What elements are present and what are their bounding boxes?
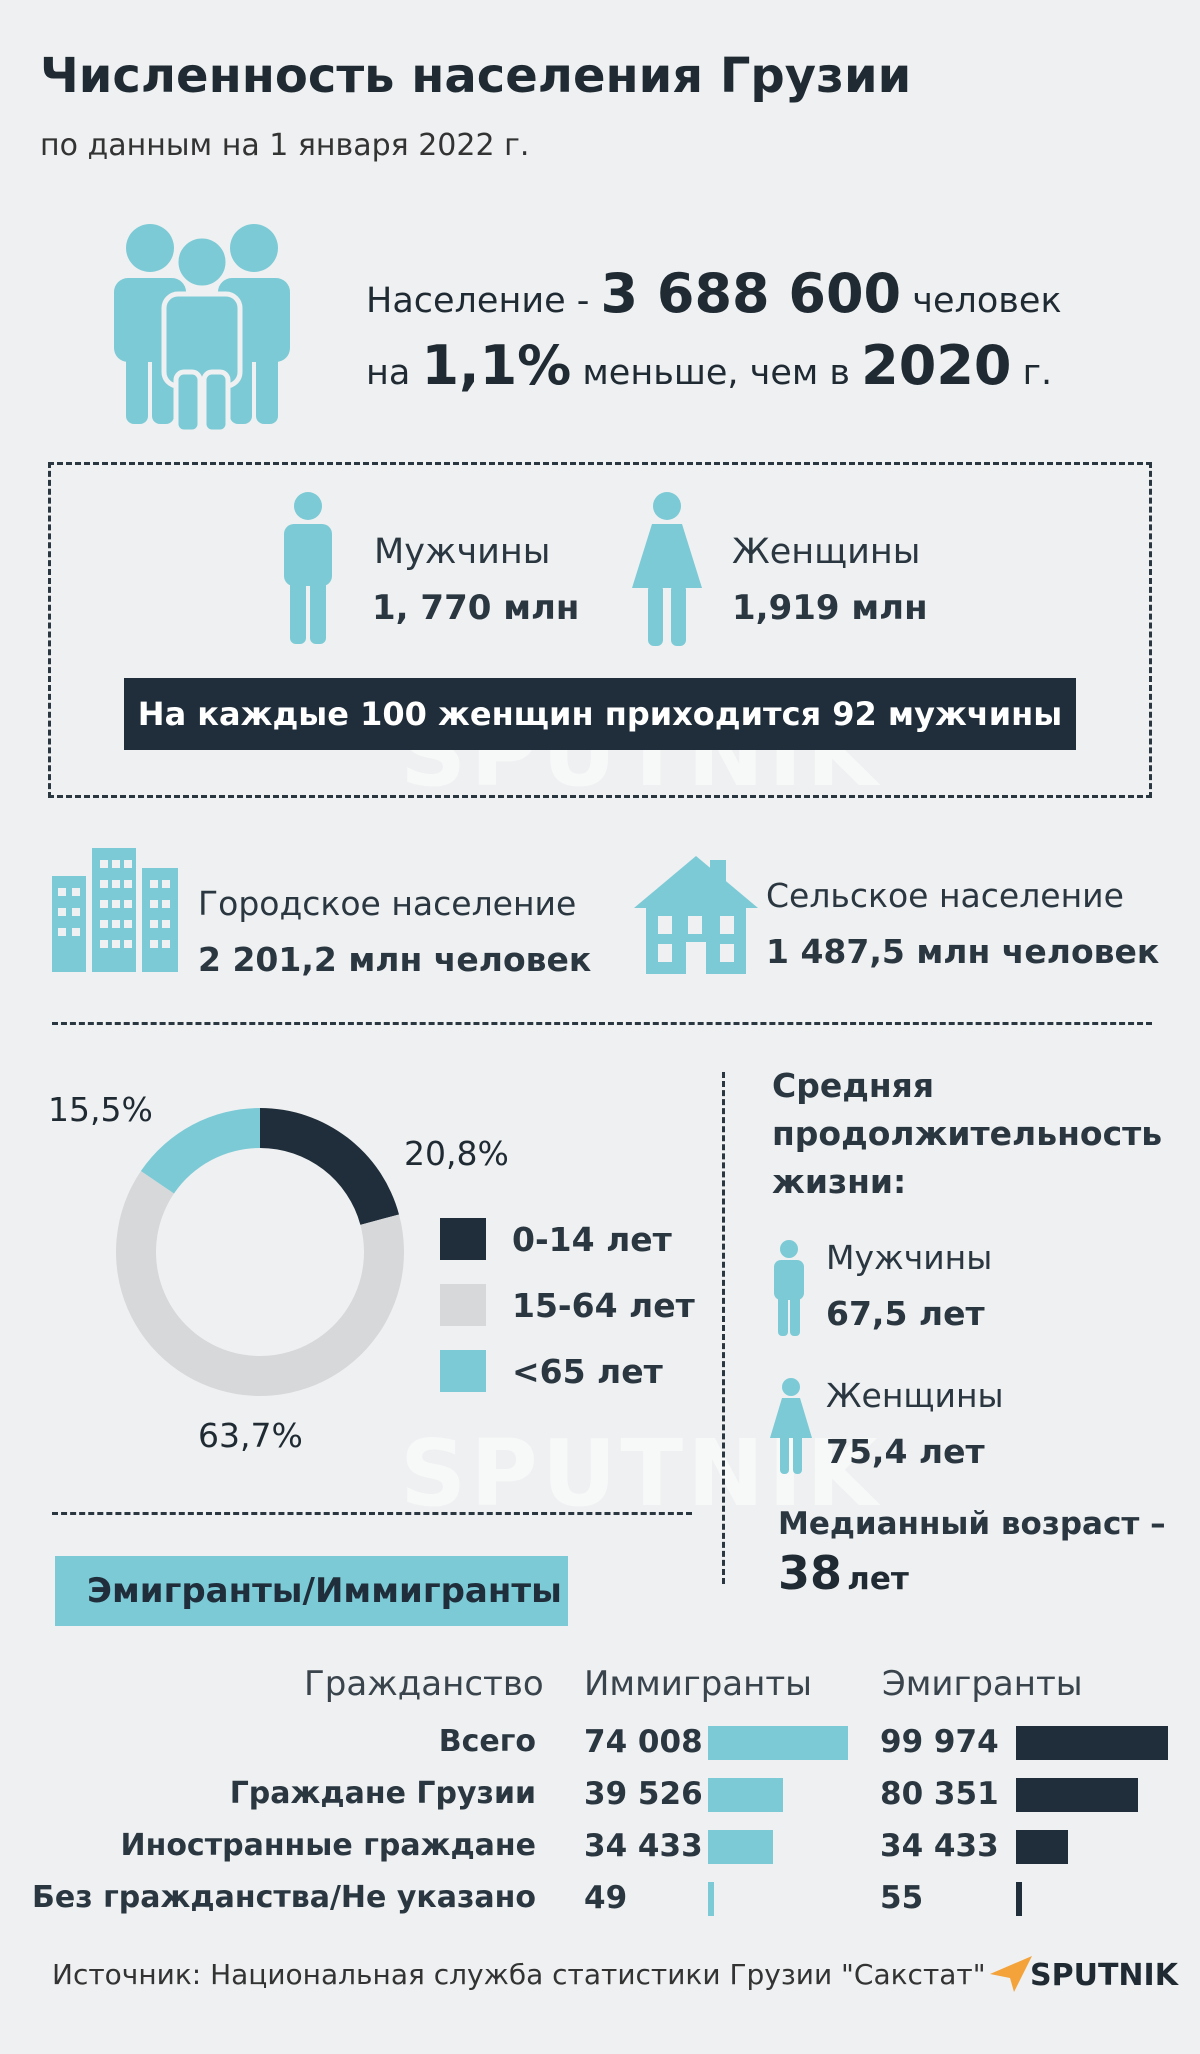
sputnik-logo-icon <box>990 1956 1032 1992</box>
life-men-value: 67,5 лет <box>826 1294 985 1333</box>
change-middle: меньше, чем в <box>582 353 851 393</box>
ratio-banner: На каждые 100 женщин приходится 92 мужчи… <box>124 678 1076 750</box>
urban-label: Городское население <box>198 884 577 923</box>
people-group-icon <box>114 224 290 432</box>
divider-vertical <box>722 1072 725 1584</box>
median-age-label: Медианный возраст – <box>778 1506 1166 1542</box>
rural-label: Сельское население <box>766 876 1124 915</box>
city-buildings-icon <box>52 848 178 972</box>
rural-value: 1 487,5 млн человек <box>766 932 1160 971</box>
slice-label-children: 20,8% <box>404 1134 509 1173</box>
immigrants-value: 39 526 <box>584 1776 703 1812</box>
emigrants-bar <box>1016 1778 1139 1812</box>
table-row-label: Граждане Грузии <box>229 1776 536 1811</box>
emigrants-value: 34 433 <box>880 1828 999 1864</box>
women-label: Женщины <box>732 532 921 572</box>
change-suffix: г. <box>1022 353 1053 393</box>
immigrants-bar <box>708 1778 783 1812</box>
table-row-label: Всего <box>438 1724 536 1759</box>
immigrants-bar <box>708 1726 848 1760</box>
age-donut-chart <box>116 1108 404 1396</box>
divider <box>52 1022 1152 1025</box>
migration-badge: Эмигранты/Иммигранты <box>55 1556 568 1626</box>
slice-label-working: 63,7% <box>198 1416 303 1455</box>
gender-box <box>48 462 1152 798</box>
population-suffix: человек <box>912 281 1062 321</box>
donut-slice-2 <box>140 1108 260 1194</box>
brand-name: SPUTNIK <box>1030 1958 1178 1993</box>
divider <box>52 1512 692 1515</box>
man-icon <box>284 492 332 644</box>
life-expectancy-title: Средняя продолжительность жизни: <box>772 1062 1162 1206</box>
man-icon <box>774 1240 804 1336</box>
column-header-citizenship: Гражданство <box>304 1664 544 1704</box>
immigrants-value: 34 433 <box>584 1828 703 1864</box>
table-row-label: Без гражданства/Не указано <box>32 1880 536 1915</box>
change-value: 1,1% <box>421 334 572 397</box>
emigrants-value: 99 974 <box>880 1724 999 1760</box>
immigrants-bar <box>708 1830 774 1864</box>
slice-label-older: 15,5% <box>48 1090 153 1129</box>
men-label: Мужчины <box>374 532 551 572</box>
women-value: 1,919 млн <box>732 588 928 628</box>
emigrants-value: 80 351 <box>880 1776 999 1812</box>
legend-label-0-14: 0-14 лет <box>512 1220 672 1259</box>
legend-swatch-15-64 <box>440 1284 486 1326</box>
immigrants-value: 49 <box>584 1880 628 1916</box>
donut-slice-0 <box>260 1108 400 1225</box>
emigrants-bar <box>1016 1830 1069 1864</box>
emigrants-value: 55 <box>880 1880 924 1916</box>
house-icon <box>634 856 758 974</box>
emigrants-bar <box>1016 1726 1168 1760</box>
median-age-unit: лет <box>847 1561 909 1597</box>
column-header-immigrants: Иммигранты <box>584 1664 812 1704</box>
median-age: 38 лет <box>778 1546 909 1600</box>
median-age-value: 38 <box>778 1546 843 1600</box>
legend-label-15-64: 15-64 лет <box>512 1286 695 1325</box>
change-year: 2020 <box>861 334 1012 397</box>
table-row-label: Иностранные граждане <box>120 1828 536 1863</box>
population-prefix: Население - <box>366 281 590 321</box>
life-women-label: Женщины <box>826 1376 1004 1415</box>
life-men-label: Мужчины <box>826 1238 993 1277</box>
donut-slice-1 <box>116 1171 404 1396</box>
men-value: 1, 770 млн <box>372 588 580 628</box>
population-change-line: на 1,1% меньше, чем в 2020 г. <box>366 334 1052 397</box>
woman-icon <box>770 1378 812 1474</box>
life-title-line: жизни: <box>772 1162 907 1201</box>
population-line: Население - 3 688 600 человек <box>366 262 1062 325</box>
legend-label-65: <65 лет <box>512 1352 663 1391</box>
population-total: 3 688 600 <box>600 262 902 325</box>
source-note: Источник: Национальная служба статистики… <box>52 1958 986 1991</box>
life-title-line: продолжительность <box>772 1114 1163 1153</box>
page-subtitle: по данным на 1 января 2022 г. <box>40 128 530 163</box>
emigrants-bar <box>1016 1882 1022 1916</box>
life-title-line: Средняя <box>772 1066 935 1105</box>
change-prefix: на <box>366 353 411 393</box>
woman-icon <box>632 492 702 646</box>
urban-value: 2 201,2 млн человек <box>198 940 592 979</box>
legend-swatch-0-14 <box>440 1218 486 1260</box>
immigrants-value: 74 008 <box>584 1724 703 1760</box>
column-header-emigrants: Эмигранты <box>882 1664 1083 1704</box>
page-title: Численность населения Грузии <box>40 48 912 104</box>
legend-swatch-65 <box>440 1350 486 1392</box>
life-women-value: 75,4 лет <box>826 1432 985 1471</box>
immigrants-bar <box>708 1882 714 1916</box>
